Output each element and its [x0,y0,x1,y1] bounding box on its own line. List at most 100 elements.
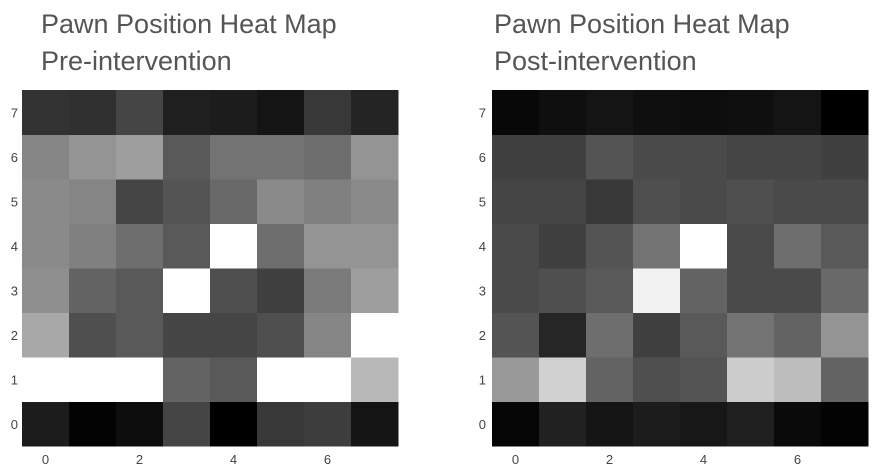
heatmap-cell [539,357,587,402]
heatmap-cell [586,179,634,224]
heatmap-cell [69,179,117,224]
chart-title: Pawn Position Heat Map Post-intervention [494,6,790,80]
heatmap-panel-post: Pawn Position Heat Map Post-intervention… [438,0,876,476]
heatmap-cell [304,223,352,269]
y-tick-label: 7 [479,105,486,120]
heatmap-cell [116,90,164,135]
heatmap-cell [774,357,822,402]
heatmap-cell [69,401,117,447]
heatmap-cell [774,179,822,224]
heatmap-cell [774,90,822,135]
heatmap-cell [257,357,305,402]
heatmap-cell [633,401,681,447]
heatmap-cell [539,223,587,269]
heatmap-cell [304,401,352,447]
heatmap-cell [210,90,258,135]
heatmap-cell [680,268,728,313]
heatmap-cell [539,179,587,224]
heatmap-cell [351,134,399,180]
heatmap-cell [774,312,822,358]
heatmap-cell [351,90,399,135]
heatmap-cell [210,223,258,269]
heatmap-cell [210,312,258,358]
heatmap-cell [257,90,305,135]
heatmap-cell [304,357,352,402]
heatmap-cell [351,401,399,447]
heatmap-cell [774,223,822,269]
heatmap-cell [727,90,775,135]
heatmap-cell [22,357,70,402]
heatmap-cell [163,268,211,313]
heatmap-cell [586,223,634,269]
heatmap-cell [774,401,822,447]
heatmap-cell [821,268,869,313]
heatmap-cell [22,312,70,358]
heatmap-cell [492,90,540,135]
y-tick-label: 2 [479,328,486,343]
x-tick-label: 2 [606,452,613,467]
heatmap-cell [210,134,258,180]
y-tick-label: 4 [11,239,18,254]
heatmap-cell [539,90,587,135]
heatmap-cell [351,223,399,269]
y-tick-label: 2 [11,328,18,343]
chart-title-line-2: Post-intervention [494,46,697,76]
heatmap-cell [210,401,258,447]
heatmap-cell [586,90,634,135]
heatmap-cell [116,401,164,447]
heatmap-cell [163,357,211,402]
heatmap-cell [210,357,258,402]
x-tick-label: 6 [794,452,801,467]
heatmap-cell [727,312,775,358]
y-tick-label: 1 [479,372,486,387]
heatmap-cell [304,179,352,224]
heatmap-cell [69,223,117,269]
heatmap-cell [163,90,211,135]
heatmap-cell [257,268,305,313]
heatmap-cell [69,268,117,313]
heatmap-cell [210,268,258,313]
heatmap-cell [304,90,352,135]
heatmap-post: 0 1 2 3 4 5 6 7 0 2 4 6 [479,90,869,467]
heatmap-cell [539,401,587,447]
heatmap-cell [821,134,869,180]
heatmap-cell [680,312,728,358]
heatmap-cell [680,223,728,269]
heatmap-cell [257,134,305,180]
heatmap-cell [163,312,211,358]
y-tick-label: 5 [11,194,18,209]
heatmap-cell [22,401,70,447]
heatmap-cell [539,134,587,180]
heatmap-cell [492,357,540,402]
heatmap-cell [492,401,540,447]
heatmap-cell [586,401,634,447]
y-tick-label: 5 [479,194,486,209]
chart-title-line-1: Pawn Position Heat Map [41,9,337,39]
y-tick-label: 0 [11,417,18,432]
chart-title-line-1: Pawn Position Heat Map [494,9,790,39]
heatmap-cell [680,134,728,180]
heatmap-cell [116,357,164,402]
heatmap-cell [163,401,211,447]
heatmap-cell [633,90,681,135]
heatmap-cell [774,134,822,180]
heatmap-cell [586,312,634,358]
x-tick-label: 0 [512,452,519,467]
heatmap-cell [257,312,305,358]
heatmap-cell [821,357,869,402]
y-tick-label: 3 [479,283,486,298]
heatmap-cell [680,357,728,402]
heatmap-cell [492,268,540,313]
heatmap-cell [680,401,728,447]
heatmap-pre: 0 1 2 3 4 5 6 7 0 2 4 6 [11,90,399,467]
heatmap-cell [163,179,211,224]
heatmap-cell [257,223,305,269]
heatmap-cell [821,223,869,269]
y-tick-label: 0 [479,417,486,432]
y-tick-label: 6 [479,150,486,165]
heatmap-cell [539,268,587,313]
heatmap-cell [116,223,164,269]
heatmap-cell [633,268,681,313]
heatmap-cell [69,312,117,358]
heatmap-cell [22,179,70,224]
